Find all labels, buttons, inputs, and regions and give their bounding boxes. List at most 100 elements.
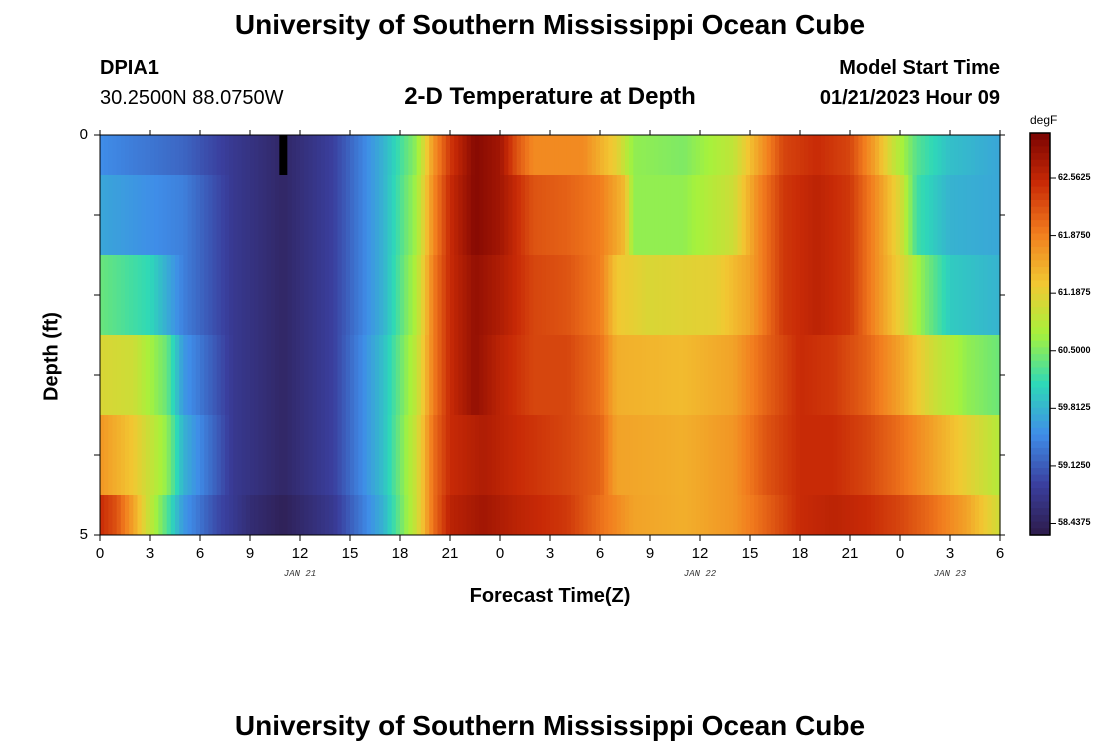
heatmap-cell [166,255,172,335]
heatmap-cell [845,255,851,335]
heatmap-cell [308,335,314,415]
heatmap-cell [404,495,409,535]
heatmap-cell [875,495,880,535]
heatmap-cell [529,495,534,535]
heatmap-cell [404,335,409,415]
heatmap-cell [312,255,318,335]
heatmap-cell [862,135,868,175]
heatmap-cell [745,255,751,335]
heatmap-cell [987,255,993,335]
heatmap-cell [433,135,439,175]
heatmap-cell [870,135,876,175]
heatmap-cell [962,495,968,535]
heatmap-cell [550,175,555,255]
heatmap-cell [933,255,939,335]
heatmap-cell [450,135,455,175]
heatmap-cell [466,415,472,495]
heatmap-cell [520,415,526,495]
heatmap-cell [341,335,347,415]
heatmap-cell [733,415,739,495]
heatmap-cell [725,175,730,255]
heatmap-cell [258,255,264,335]
heatmap-cell [658,255,664,335]
heatmap-cell [883,175,889,255]
heatmap-cell [775,495,780,535]
heatmap-cell [541,175,547,255]
heatmap-cell [425,495,430,535]
heatmap-cell [887,335,893,415]
heatmap-cell [970,495,976,535]
heatmap-cell [858,335,864,415]
heatmap-cell [654,175,659,255]
heatmap-cell [479,335,484,415]
heatmap-cell [979,135,984,175]
heatmap-cell [804,415,809,495]
heatmap-cell [316,255,322,335]
heatmap-cell [300,335,305,415]
heatmap-cell [133,135,139,175]
heatmap-cell [725,415,730,495]
heatmap-cell [325,175,330,255]
heatmap-cell [708,135,714,175]
heatmap-cell [429,255,434,335]
heatmap-cell [270,175,276,255]
heatmap-cell [566,255,572,335]
heatmap-cell [566,415,572,495]
heatmap-cell [904,335,909,415]
heatmap-cell [808,175,814,255]
heatmap-cell [204,255,209,335]
heatmap-cell [816,335,822,415]
heatmap-cells [100,135,1001,535]
heatmap-cell [200,135,205,175]
heatmap-cell [804,175,809,255]
heatmap-cell [958,335,964,415]
heatmap-cell [133,495,139,535]
heatmap-cell [791,335,797,415]
heatmap-cell [504,135,509,175]
heatmap-cell [933,335,939,415]
heatmap-cell [829,495,834,535]
heatmap-cell [137,135,143,175]
colorbar-frame [1029,132,1051,536]
heatmap-cell [941,335,947,415]
heatmap-cell [545,415,551,495]
heatmap-cell [345,175,351,255]
heatmap-cell [162,255,168,335]
heatmap-cell [400,135,405,175]
heatmap-cell [125,415,130,495]
heatmap-cell [366,135,372,175]
heatmap-cell [916,415,922,495]
heatmap-cell [537,175,543,255]
heatmap-cell [887,135,893,175]
heatmap-cell [100,495,105,535]
heatmap-cell [362,415,368,495]
heatmap-cell [600,175,605,255]
heatmap-cell [462,335,468,415]
heatmap-cell [945,175,951,255]
colorbar-segment [1030,501,1050,509]
heatmap-cell [262,335,268,415]
heatmap-cell [566,495,572,535]
heatmap-cell [579,335,584,415]
heatmap-cell [945,135,951,175]
heatmap-cell [170,255,176,335]
heatmap-cell [325,255,330,335]
heatmap-cell [112,335,118,415]
heatmap-cell [620,255,626,335]
heatmap-cell [300,415,305,495]
heatmap-cell [991,175,997,255]
heatmap-cell [437,335,443,415]
heatmap-cell [591,335,597,415]
heatmap-cell [845,335,851,415]
heatmap-cell [616,255,622,335]
heatmap-cell [670,135,676,175]
heatmap-cell [820,255,826,335]
heatmap-cell [391,495,397,535]
heatmap-cell [741,255,747,335]
heatmap-cell [887,175,893,255]
x-tick-label: 3 [545,545,555,562]
heatmap-cell [254,495,259,535]
heatmap-cell [129,415,134,495]
x-tick-label: 12 [291,545,309,562]
heatmap-cell [366,335,372,415]
